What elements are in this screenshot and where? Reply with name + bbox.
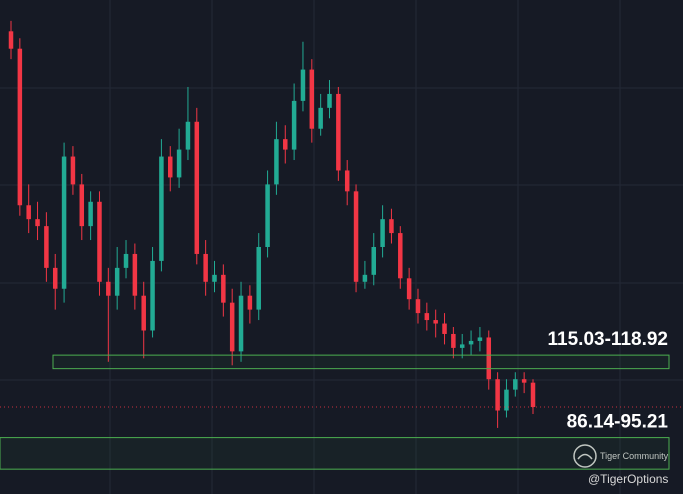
candle-body	[291, 100, 297, 150]
logo-mark	[577, 453, 593, 460]
candle-body	[451, 333, 456, 348]
candle-body	[229, 302, 235, 352]
candle-body	[318, 107, 323, 129]
candle-body	[150, 260, 155, 331]
handle: @TigerOptions	[588, 472, 668, 486]
candle-body	[8, 31, 14, 49]
candle-body	[194, 121, 200, 254]
candle-body	[61, 156, 67, 289]
candle-body	[70, 156, 76, 185]
candle-body	[26, 205, 31, 220]
candle-body	[168, 156, 173, 178]
candle-body	[380, 219, 385, 247]
candle-body	[300, 69, 306, 101]
candle-body	[371, 247, 376, 275]
candle-body	[35, 219, 40, 227]
logo	[573, 444, 597, 468]
candle-body	[123, 253, 129, 268]
candle-body	[398, 233, 403, 279]
candle-body	[221, 274, 226, 303]
watermark: Tiger Community @TigerOptions	[573, 444, 669, 486]
candle-body	[256, 247, 261, 310]
candles	[8, 20, 536, 428]
candle-body	[389, 219, 394, 234]
candle-body	[212, 274, 217, 282]
candle-body	[238, 295, 244, 352]
candle-body	[495, 379, 500, 411]
candle-body	[141, 295, 146, 331]
candle-body	[424, 313, 430, 321]
candle-body	[247, 295, 253, 310]
brand: Tiger Community	[600, 451, 669, 461]
candle-body	[274, 139, 279, 185]
candle-body	[309, 69, 315, 129]
candle-body	[468, 340, 474, 345]
candle-body	[336, 93, 341, 171]
candle-body	[97, 201, 102, 282]
candle-body	[344, 170, 350, 192]
candle-body	[159, 156, 164, 261]
candle-body	[521, 379, 527, 383]
zone-label: 115.03-118.92	[548, 329, 668, 350]
candle-body	[17, 48, 23, 206]
candle-body	[353, 191, 359, 282]
candle-body	[176, 149, 182, 178]
candle-body	[185, 121, 191, 150]
candle-body	[203, 253, 208, 282]
candle-body	[88, 201, 93, 227]
candle-body	[530, 382, 536, 408]
candle-body	[265, 184, 270, 247]
candle-body	[486, 337, 492, 380]
support-zone	[52, 354, 670, 370]
candle-body	[106, 281, 111, 296]
candle-body	[327, 93, 332, 108]
candle-body	[406, 278, 412, 300]
candle-body	[513, 379, 518, 390]
candle-body	[477, 337, 483, 341]
candle-body	[114, 267, 120, 296]
candle-body	[433, 320, 438, 324]
candle-body	[283, 139, 288, 150]
candle-body	[132, 253, 138, 296]
candle-body	[459, 344, 465, 348]
candle-body	[52, 267, 58, 289]
candle-body	[442, 323, 447, 334]
zone-label: 86.14-95.21	[567, 412, 669, 433]
candle-body	[504, 389, 509, 411]
support-zone	[0, 437, 670, 470]
candle-body	[44, 226, 49, 268]
candle-body	[362, 274, 368, 282]
candle-body	[415, 299, 421, 314]
candle-body	[79, 184, 85, 227]
